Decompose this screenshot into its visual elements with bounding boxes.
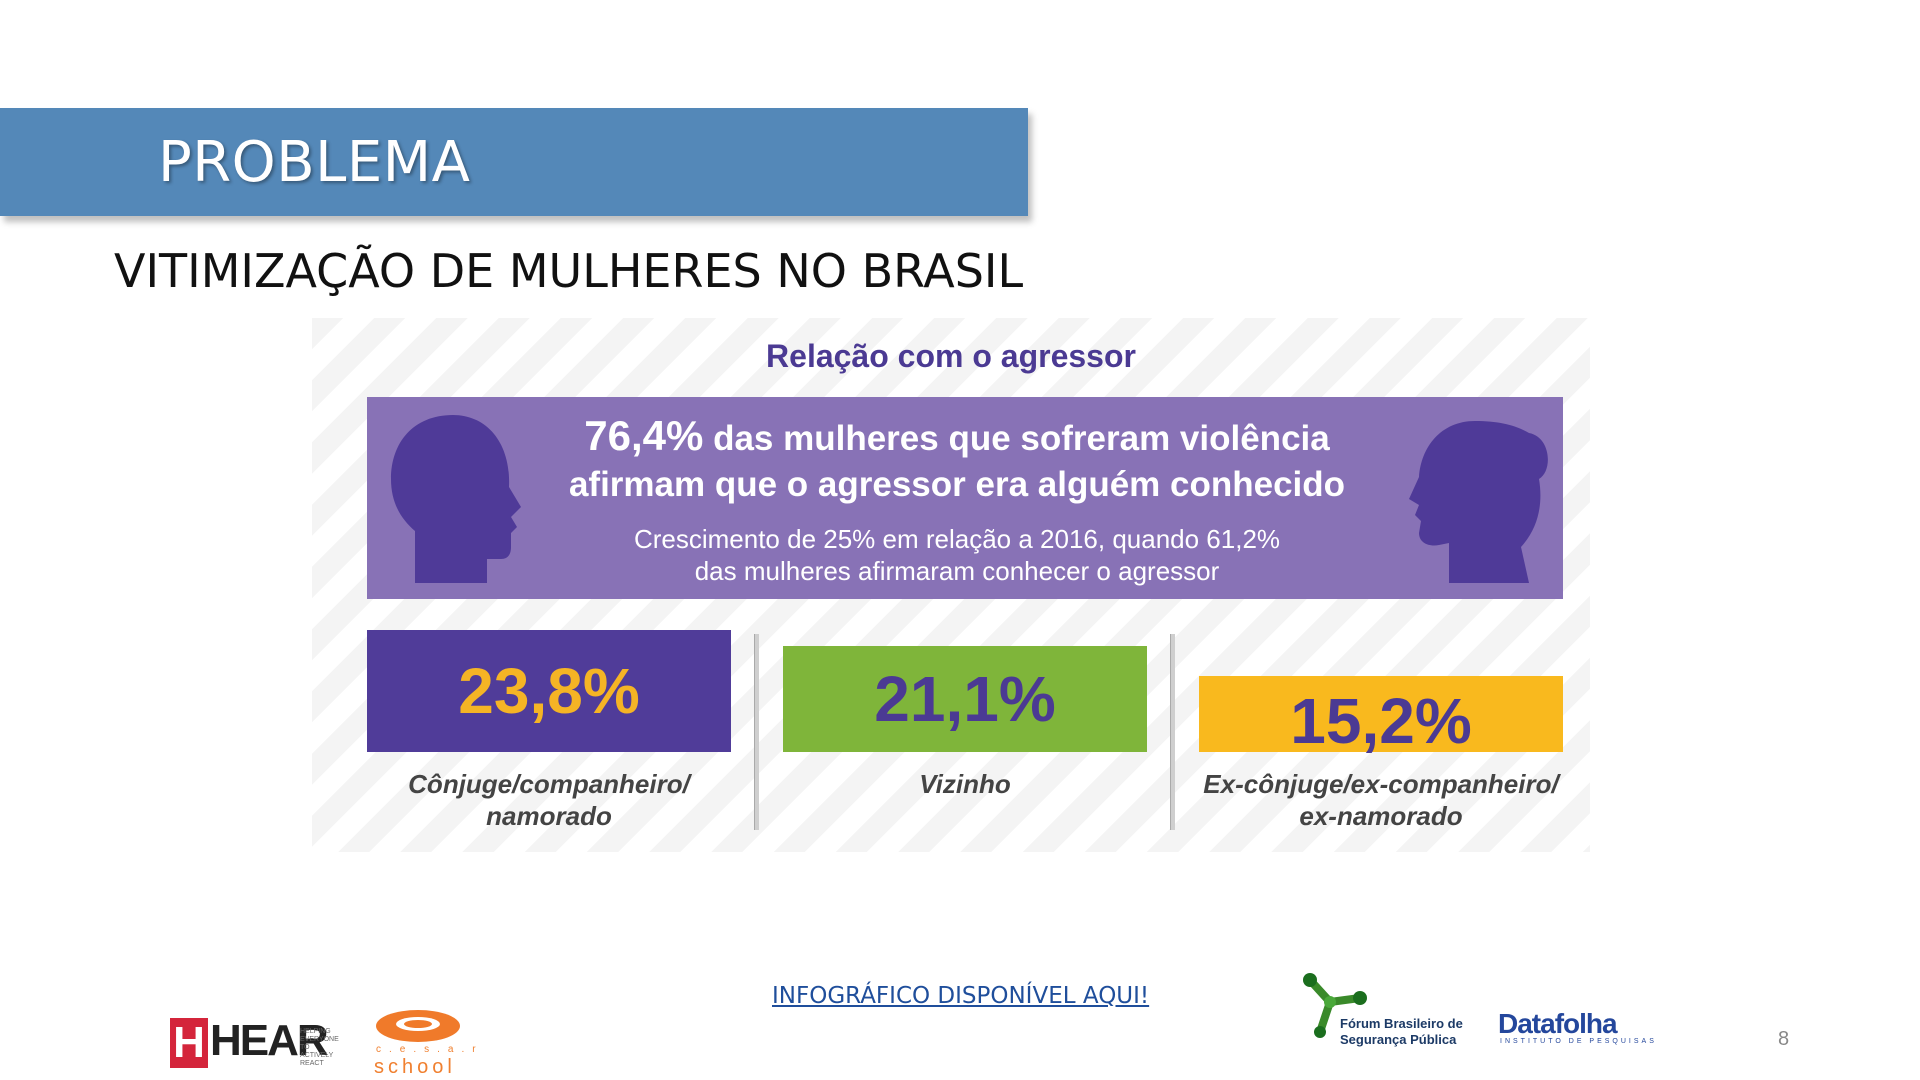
- forum-molecule-icon: [1303, 973, 1367, 1038]
- datafolha-subtitle: INSTITUTO DE PESQUISAS: [1500, 1038, 1657, 1045]
- headline-line1: 76,4% das mulheres que sofreram violênci…: [527, 413, 1387, 462]
- stat-neighbor-box: 21,1%: [783, 646, 1147, 752]
- stat-neighbor-label-line1: Vizinho: [919, 769, 1011, 799]
- forum-text: Fórum Brasileiro de Segurança Pública: [1340, 1016, 1463, 1048]
- cesar-school-text: school: [374, 1056, 456, 1078]
- slide-subtitle: VITIMIZAÇÃO DE MULHERES NO BRASIL: [114, 244, 1024, 298]
- headline-panel: 76,4% das mulheres que sofreram violênci…: [367, 397, 1563, 599]
- page-number: 8: [1778, 1028, 1790, 1050]
- datafolha-name: Datafolha: [1498, 1008, 1618, 1039]
- divider: [754, 634, 759, 830]
- stat-ex-partner-value: 15,2%: [1290, 685, 1472, 757]
- slide-title: PROBLEMA: [158, 130, 471, 195]
- datafolha-logo: Datafolha INSTITUTO DE PESQUISAS: [1498, 1008, 1654, 1048]
- title-banner: PROBLEMA: [0, 108, 1028, 216]
- cesar-swirl-icon: [376, 1010, 460, 1042]
- hear-logo-h: H: [170, 1018, 208, 1068]
- stat-ex-partner-label-line1: Ex-cônjuge/ex-companheiro/: [1203, 769, 1559, 799]
- headline-line1-text: das mulheres que sofreram violência: [703, 419, 1330, 458]
- growth-line2: das mulheres afirmaram conhecer o agress…: [694, 556, 1220, 586]
- forum-line2: Segurança Pública: [1340, 1032, 1457, 1047]
- stat-spouse-label: Cônjuge/companheiro/ namorado: [347, 768, 751, 832]
- stat-neighbor-value: 21,1%: [874, 663, 1056, 735]
- hear-logo: H HEAR HELPING EVERYONE TO ACTIVELY REAC…: [170, 1016, 340, 1072]
- stat-spouse-value: 23,8%: [458, 655, 640, 727]
- headline-percent: 76,4%: [584, 412, 704, 459]
- headline-line2: afirmam que o agressor era alguém conhec…: [568, 465, 1346, 504]
- headline-stat: 76,4% das mulheres que sofreram violênci…: [527, 413, 1387, 508]
- stat-spouse-label-line2: namorado: [486, 801, 612, 831]
- growth-line1: Crescimento de 25% em relação a 2016, qu…: [633, 524, 1281, 554]
- stat-neighbor-label: Vizinho: [763, 768, 1167, 800]
- divider: [1170, 634, 1175, 830]
- hear-logo-tagline: HELPING EVERYONE TO ACTIVELY REACT: [300, 1028, 339, 1067]
- hear-logo-text: HEAR: [210, 1016, 329, 1065]
- male-head-icon: [391, 415, 521, 583]
- stat-spouse-box: 23,8%: [367, 630, 731, 752]
- cesar-letters: c.e.s.a.r: [376, 1044, 484, 1055]
- female-head-icon: [1409, 421, 1548, 583]
- infographic-link[interactable]: INFOGRÁFICO DISPONÍVEL AQUI!: [772, 983, 1150, 1009]
- stat-ex-partner-box: 15,2%: [1199, 676, 1563, 757]
- infographic: Relação com o agressor 76,4% das mulhere…: [312, 318, 1590, 852]
- stat-ex-partner-label: Ex-cônjuge/ex-companheiro/ ex-namorado: [1179, 768, 1583, 832]
- forum-line1: Fórum Brasileiro de: [1340, 1016, 1463, 1031]
- growth-note: Crescimento de 25% em relação a 2016, qu…: [527, 523, 1387, 587]
- forum-seguranca-logo: Fórum Brasileiro de Segurança Pública: [1300, 968, 1480, 1047]
- cesar-school-logo: c.e.s.a.r school: [372, 1008, 476, 1078]
- infographic-heading: Relação com o agressor: [766, 338, 1136, 374]
- stat-ex-partner-label-line2: ex-namorado: [1299, 801, 1463, 831]
- stat-spouse-label-line1: Cônjuge/companheiro/: [408, 769, 690, 799]
